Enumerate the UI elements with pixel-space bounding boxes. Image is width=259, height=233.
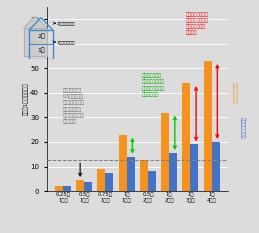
Text: 兵庫県南部地震
0.5倍の揺れに
対して、大きな地
震を受けた前後
で、変位に大きな
差がでます: 兵庫県南部地震 0.5倍の揺れに 対して、大きな地 震を受けた前後 で、変位に大…: [63, 88, 85, 124]
Bar: [161, 113, 169, 191]
Bar: [97, 169, 105, 191]
Bar: [119, 135, 127, 191]
Bar: [148, 171, 156, 191]
Bar: [182, 83, 190, 191]
Bar: [212, 142, 220, 191]
Bar: [127, 157, 135, 191]
Bar: [55, 186, 63, 191]
Y-axis label: （㎜）1階の層間変位: （㎜）1階の層間変位: [23, 83, 28, 115]
Text: 制震テープあり: 制震テープあり: [240, 117, 245, 139]
Bar: [169, 153, 177, 191]
Bar: [84, 182, 92, 191]
Text: 制震住宅は、何回
地震起こっても、
同じ変位を保っ
ています: 制震住宅は、何回 地震起こっても、 同じ変位を保っ ています: [186, 12, 209, 35]
Text: 制震テープなし
の住宅は、地震の
たびに、変位が大
きくなります: 制震テープなし の住宅は、地震の たびに、変位が大 きくなります: [141, 73, 164, 97]
Bar: [63, 186, 71, 191]
Bar: [190, 144, 198, 191]
Bar: [140, 160, 148, 191]
Bar: [76, 180, 84, 191]
Text: 制震テープなし: 制震テープなし: [232, 82, 237, 104]
Bar: [105, 173, 113, 191]
Bar: [204, 61, 212, 191]
